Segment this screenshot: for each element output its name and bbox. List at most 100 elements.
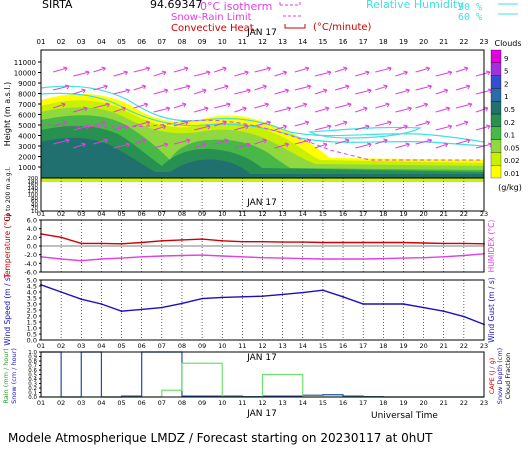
hour-tick-label: 19 (399, 399, 407, 407)
wind-arrow (334, 138, 350, 145)
y-tick-label: 3.0 (27, 301, 37, 309)
wind-arrow (415, 102, 429, 109)
wind-arrow (193, 70, 211, 77)
wind-point (281, 293, 284, 296)
wind-arrow (52, 120, 68, 127)
legend-conv-swatch (284, 24, 306, 29)
colorbar-label: 0.05 (504, 144, 520, 152)
hour-tick-label: 16 (339, 210, 347, 218)
wind-arrow (355, 70, 370, 77)
wind-arrow (93, 102, 110, 109)
temperature-point (281, 257, 284, 260)
wind-arrow (455, 84, 471, 91)
legend-rh-low: 60 % (458, 12, 482, 23)
hour-tick-label: 01 (37, 342, 45, 350)
colorbar-label: 9 (504, 55, 508, 63)
y-tick-label: 0.1 (28, 391, 37, 397)
hour-tick-label: 15 (319, 399, 327, 407)
wind-arrow (435, 70, 453, 77)
wind-arrow (113, 88, 130, 95)
cloudfraction-ylabel: Cloud Fraction (504, 353, 512, 400)
hour-tick-label: 08 (178, 210, 186, 218)
temperature-point (402, 257, 405, 260)
hour-tick-label: 22 (460, 210, 468, 218)
wind-arrow (294, 102, 308, 109)
wind-point (221, 296, 224, 299)
wind-arrow (113, 124, 128, 131)
temperature-point (80, 242, 83, 245)
y-tick-label: 0.4 (28, 377, 37, 383)
wind-arrow (254, 138, 267, 145)
wind-arrow (93, 84, 108, 91)
wind-arrow (314, 106, 330, 113)
wind-arrow (73, 124, 90, 131)
hour-tick-label: 20 (419, 38, 428, 46)
y-tick-label: 140 (28, 186, 39, 192)
y-tick-label: 5000 (18, 122, 36, 130)
colorbar-swatch (490, 49, 502, 63)
y-tick-label: 11000 (14, 59, 36, 67)
wind-arrow (274, 88, 290, 95)
wind-arrow (254, 120, 271, 127)
wind-arrow (234, 70, 249, 77)
temperature-point (60, 258, 63, 260)
y-tick-label: 4.5 (27, 283, 37, 291)
wind-arrow (214, 138, 229, 145)
temperature-point (100, 242, 103, 245)
wind-arrow (435, 106, 451, 113)
temperature-point (160, 255, 163, 257)
y-tick-label: 160 (28, 183, 39, 189)
wind-arrow (314, 124, 332, 131)
legend-rh-high: 90 % (458, 2, 482, 13)
y-tick-label: 120 (28, 189, 39, 195)
legend-conv: Convective Heat. (171, 23, 257, 34)
cloud-contour (41, 137, 484, 178)
hour-tick-label: 07 (158, 342, 166, 350)
hour-tick-label: 16 (339, 342, 347, 350)
y-tick-label: 0.6 (28, 368, 37, 374)
temperature-point (221, 255, 224, 257)
wind-arrow (173, 138, 191, 145)
wind-arrow (375, 66, 392, 73)
wind-arrow (133, 84, 147, 91)
wind-arrow (73, 70, 90, 77)
y-tick-label: 3.5 (27, 295, 37, 303)
temperature-point (301, 257, 304, 260)
hour-tick-label: 03 (77, 38, 86, 46)
hour-tick-label: 19 (399, 210, 407, 218)
temperature-point (322, 258, 324, 260)
gust-ylabel: Wind Gust (m / s) (487, 277, 496, 342)
temperature-ylabel: Temperature (°C) (3, 214, 12, 280)
wind-arrow (153, 106, 171, 113)
wind-arrow (294, 66, 310, 73)
colorbar-swatch (490, 101, 502, 115)
wind-arrow (52, 102, 66, 109)
hour-tick-label: 09 (198, 399, 206, 407)
wind-point (402, 303, 405, 305)
wind-point (301, 291, 304, 294)
temperature-point (221, 239, 224, 242)
wind-arrow (193, 124, 211, 131)
y-tick-label: 80 (31, 196, 38, 202)
colorbar-label: 0.2 (504, 119, 515, 127)
hour-tick-label: 14 (298, 38, 307, 46)
rain-ylabel: Rain (mm / hour) (2, 348, 10, 403)
snowdepth-ylabel: Snow Depth (cm) (496, 348, 504, 404)
hour-tick-label: 06 (137, 38, 146, 46)
wind-arrow (334, 66, 348, 73)
wind-arrow (274, 142, 290, 149)
wind-arrow (455, 138, 471, 145)
hour-tick-label: 15 (319, 342, 327, 350)
hour-tick-label: 05 (117, 38, 126, 46)
wind-arrow (415, 138, 433, 145)
wind-arrow (395, 70, 408, 77)
colorbar-swatch (490, 139, 502, 153)
wind-arrow (214, 102, 231, 109)
wind-arrow (133, 66, 151, 73)
wind-arrow (435, 88, 449, 95)
low-ylabel: Up to 200 m a.g.l. (5, 167, 12, 221)
wind-point (60, 291, 63, 293)
hour-tick-label: 21 (440, 210, 448, 218)
hour-tick-label: 11 (238, 210, 246, 218)
y-tick-label: -2.0 (24, 251, 37, 259)
